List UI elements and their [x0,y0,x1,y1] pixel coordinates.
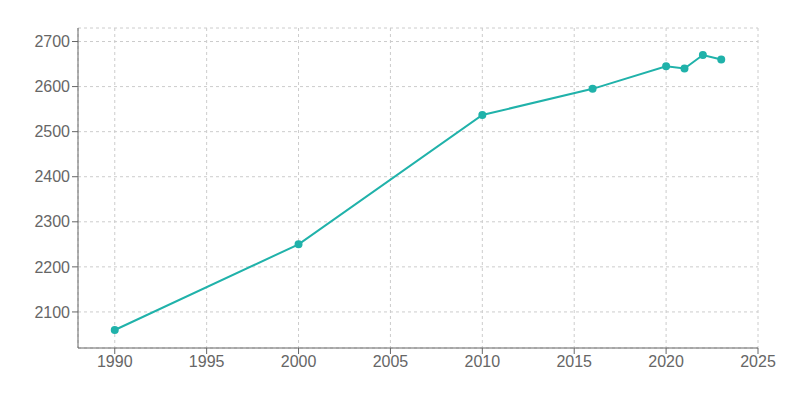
svg-text:2600: 2600 [34,78,70,95]
svg-text:2200: 2200 [34,259,70,276]
svg-text:2400: 2400 [34,168,70,185]
svg-text:1990: 1990 [97,353,133,370]
svg-text:2025: 2025 [740,353,776,370]
svg-text:2015: 2015 [556,353,592,370]
svg-text:2300: 2300 [34,213,70,230]
svg-text:2700: 2700 [34,33,70,50]
svg-text:2005: 2005 [373,353,409,370]
svg-text:2010: 2010 [465,353,501,370]
svg-text:1995: 1995 [189,353,225,370]
svg-text:2000: 2000 [281,353,317,370]
svg-text:2020: 2020 [648,353,684,370]
svg-text:2500: 2500 [34,123,70,140]
svg-text:2100: 2100 [34,304,70,321]
